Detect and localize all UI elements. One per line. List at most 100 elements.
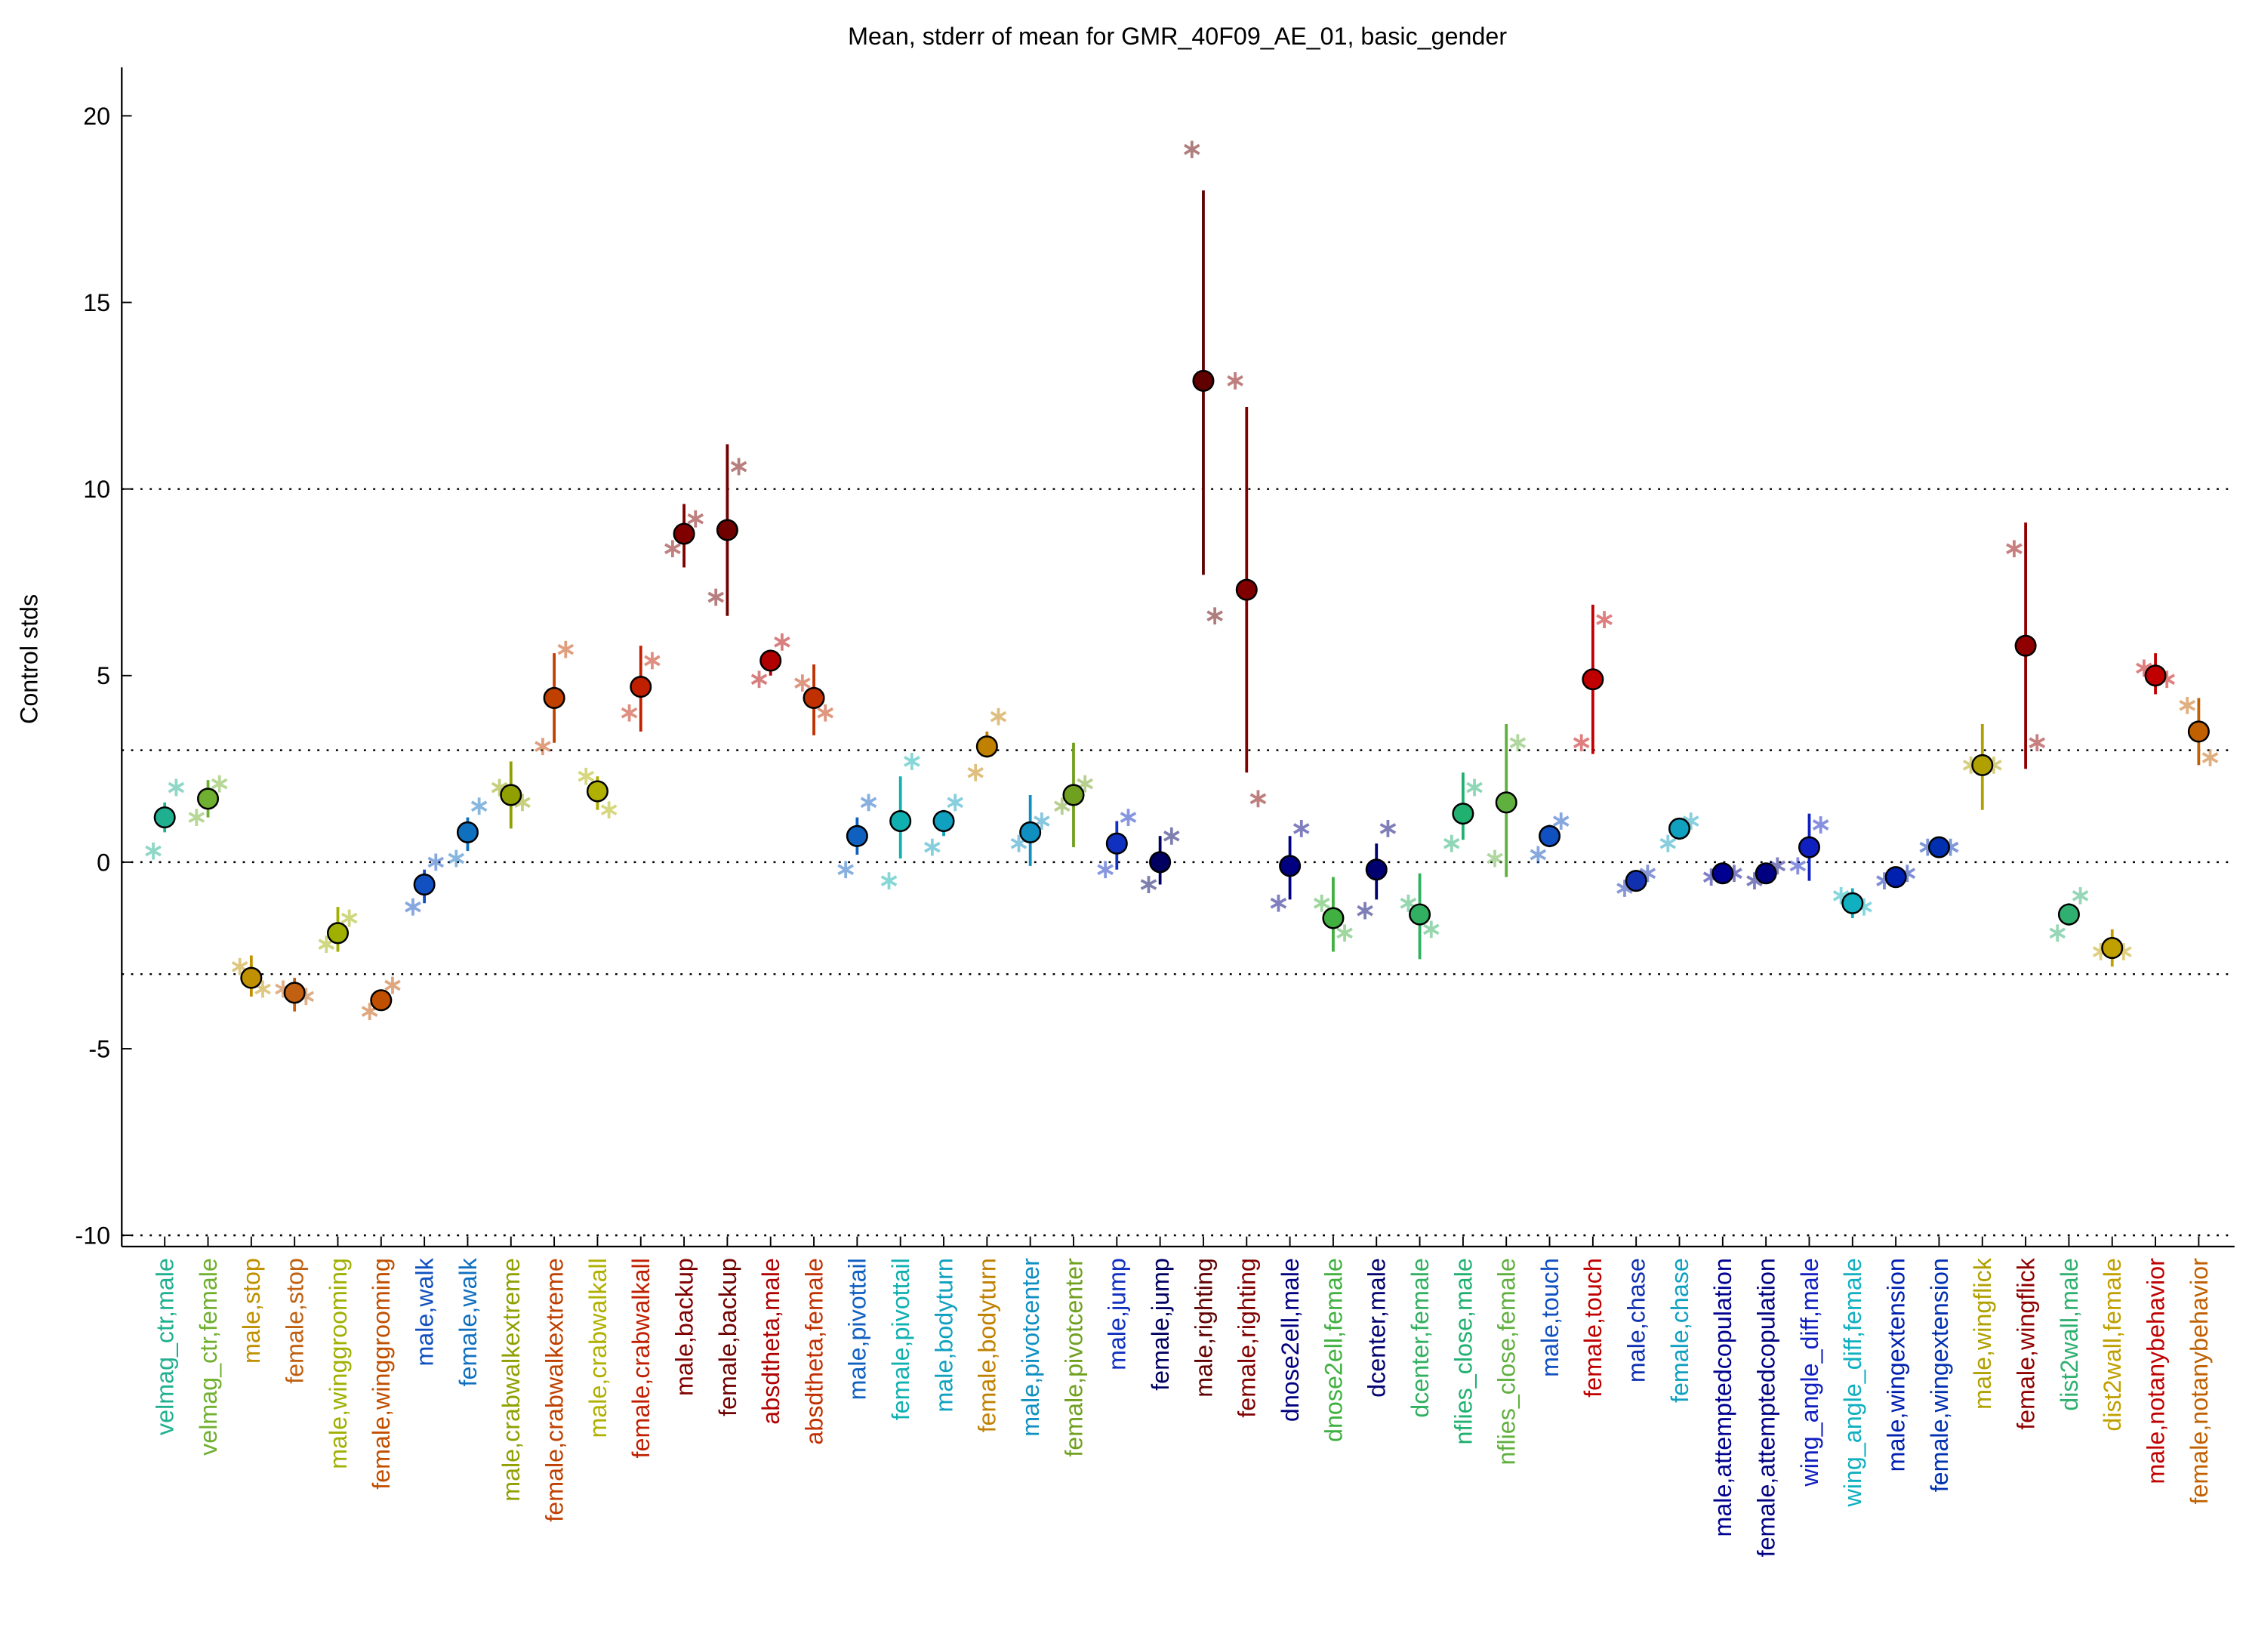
y-tick-label: 0	[97, 849, 110, 876]
experiment-point	[1596, 611, 1613, 629]
experiment-point	[448, 849, 465, 868]
x-tick-label: male,touch	[1536, 1258, 1564, 1377]
experiment-point	[774, 633, 790, 651]
mean-marker	[1452, 803, 1474, 825]
x-tick-label: female,stop	[282, 1258, 309, 1384]
mean-marker	[370, 989, 393, 1012]
y-tick-label: -5	[88, 1035, 110, 1062]
mean-marker	[932, 810, 955, 833]
mean-marker	[1711, 862, 1734, 885]
y-tick-label: 15	[83, 289, 110, 316]
mean-marker	[673, 522, 695, 545]
experiment-point	[2029, 734, 2046, 752]
x-tick-label: absdtheta,male	[757, 1258, 784, 1425]
experiment-point	[1336, 924, 1353, 942]
x-tick-label: dnose2ell,female	[1320, 1258, 1347, 1442]
experiment-point	[837, 861, 854, 879]
y-tick-label: 5	[97, 662, 110, 689]
mean-marker	[1927, 836, 1950, 858]
x-tick-label: female,crabwalkextreme	[541, 1258, 568, 1522]
experiment-point	[2049, 924, 2066, 942]
mean-marker	[543, 686, 565, 709]
experiment-point	[1552, 812, 1570, 830]
mean-marker	[1755, 862, 1777, 885]
chart-title: Mean, stderr of mean for GMR_40F09_AE_01…	[848, 23, 1507, 50]
x-tick-label: male,notanybehavior	[2142, 1258, 2169, 1484]
x-tick-label: female,pivotcenter	[1060, 1258, 1087, 1457]
x-tick-label: female,bodyturn	[974, 1258, 1001, 1432]
x-tick-label: dcenter,male	[1363, 1258, 1391, 1398]
x-tick-label: velmag_ctr,female	[195, 1258, 222, 1456]
experiment-point	[427, 853, 445, 871]
x-tick-label: dcenter,female	[1406, 1258, 1434, 1418]
experiment-point	[860, 794, 877, 812]
mean-marker	[2187, 720, 2210, 743]
mean-marker	[1322, 907, 1345, 929]
experiment-point	[1573, 734, 1590, 752]
experiment-point	[1379, 820, 1397, 837]
x-tick-label: wing_angle_diff,male	[1796, 1258, 1823, 1487]
experiment-point	[578, 767, 595, 785]
mean-marker	[2101, 937, 2124, 960]
mean-marker	[153, 806, 176, 829]
experiment-point	[1183, 140, 1200, 159]
experiment-point	[1812, 816, 1829, 834]
x-tick-label: female,chase	[1666, 1258, 1693, 1403]
experiment-point	[1313, 894, 1330, 912]
experiment-point	[2072, 886, 2089, 905]
experiment-point	[1227, 371, 1243, 390]
x-tick-label: male,crabwalkextreme	[498, 1258, 525, 1502]
x-tick-label: female,walk	[454, 1257, 482, 1386]
mean-marker	[1019, 821, 1042, 843]
experiment-point	[384, 976, 401, 994]
mean-marker	[197, 787, 220, 810]
mean-marker	[240, 966, 263, 989]
experiment-point	[405, 898, 421, 916]
experiment-point	[1659, 834, 1677, 852]
experiment-point	[145, 842, 162, 860]
experiment-point	[687, 510, 704, 528]
x-tick-label: male,walk	[411, 1257, 439, 1366]
experiment-point	[1357, 902, 1373, 920]
experiment-point	[557, 640, 575, 658]
x-tick-label: dist2wall,female	[2099, 1258, 2126, 1431]
mean-marker	[889, 810, 912, 833]
experiment-point	[470, 797, 488, 815]
mean-marker	[846, 824, 868, 847]
mean-marker	[1279, 855, 1302, 877]
experiment-point	[2179, 696, 2196, 714]
mean-marker	[1495, 791, 1517, 814]
x-tick-label: male,backup	[670, 1258, 698, 1396]
experiment-point	[1530, 846, 1547, 864]
x-tick-label: dist2wall,male	[2056, 1258, 2083, 1411]
experiment-point	[707, 588, 725, 606]
experiment-point	[1292, 820, 1310, 837]
mean-marker	[413, 874, 436, 896]
mean-marker	[2057, 903, 2080, 926]
x-tick-label: male,chase	[1623, 1258, 1650, 1382]
experiment-point	[1466, 778, 1483, 797]
x-tick-label: female,wingflick	[2012, 1257, 2039, 1430]
experiment-point	[990, 707, 1007, 726]
x-tick-label: female,attemptedcopulation	[1753, 1258, 1780, 1557]
mean-marker	[1798, 836, 1820, 858]
experiment-point	[340, 909, 358, 927]
x-tick-label: nflies_close,female	[1493, 1258, 1520, 1465]
y-tick-label: -10	[75, 1222, 110, 1250]
experiment-point	[2201, 749, 2219, 766]
experiment-point	[1097, 861, 1114, 879]
experiment-point	[730, 458, 747, 476]
x-tick-label: male,bodyturn	[930, 1258, 957, 1412]
mean-marker	[1149, 851, 1172, 874]
mean-marker	[716, 519, 738, 541]
mean-marker	[1409, 903, 1431, 926]
experiment-point	[1249, 790, 1267, 808]
mean-marker	[759, 649, 782, 672]
x-tick-label: male,wingflick	[1969, 1257, 1996, 1410]
experiment-point	[211, 775, 228, 793]
x-tick-label: male,winggrooming	[325, 1258, 352, 1469]
mean-marker	[1539, 824, 1561, 847]
experiment-point	[750, 670, 768, 689]
x-tick-label: male,jump	[1104, 1258, 1131, 1370]
